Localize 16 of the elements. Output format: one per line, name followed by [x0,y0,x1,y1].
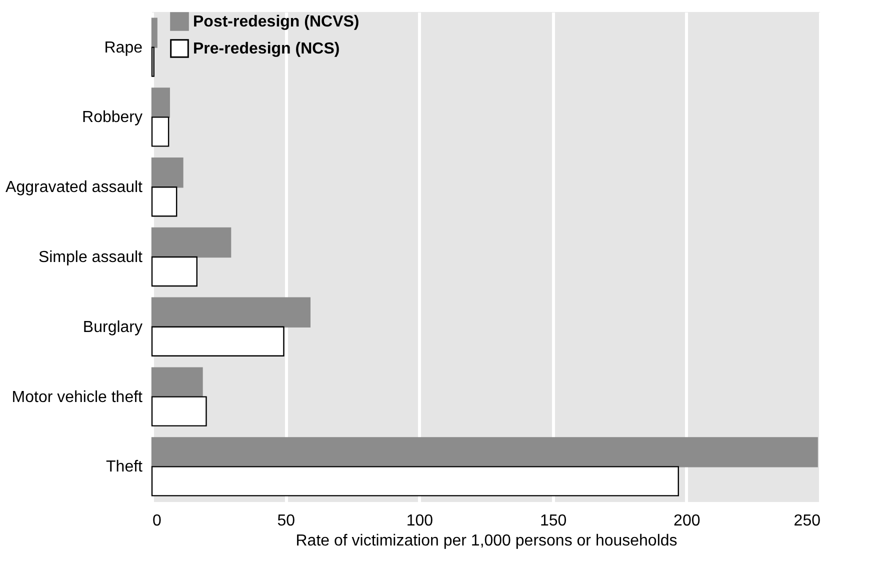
x-tick-label: 200 [674,512,700,530]
y-tick-label: Theft [106,458,144,476]
x-tick-label: 250 [794,512,821,530]
y-tick-label: Motor vehicle theft [12,388,144,406]
x-tick-label: 100 [406,512,434,530]
y-tick-label: Aggravated assault [6,179,144,196]
legend-label: Pre-redesign (NCS) [193,40,340,58]
x-tick-label: 150 [540,512,567,530]
y-tick-label: Simple assault [38,249,144,266]
legend-label: Post-redesign (NCVS) [193,14,360,30]
y-tick-label: Burglary [82,318,142,336]
x-axis-title: Rate of victimization per 1,000 persons or households [296,532,678,550]
y-tick-label: Robbery [82,109,142,126]
y-tick-label: Rape [104,39,143,56]
x-tick-label: 50 [277,512,296,530]
x-tick-label: 0 [152,512,162,530]
